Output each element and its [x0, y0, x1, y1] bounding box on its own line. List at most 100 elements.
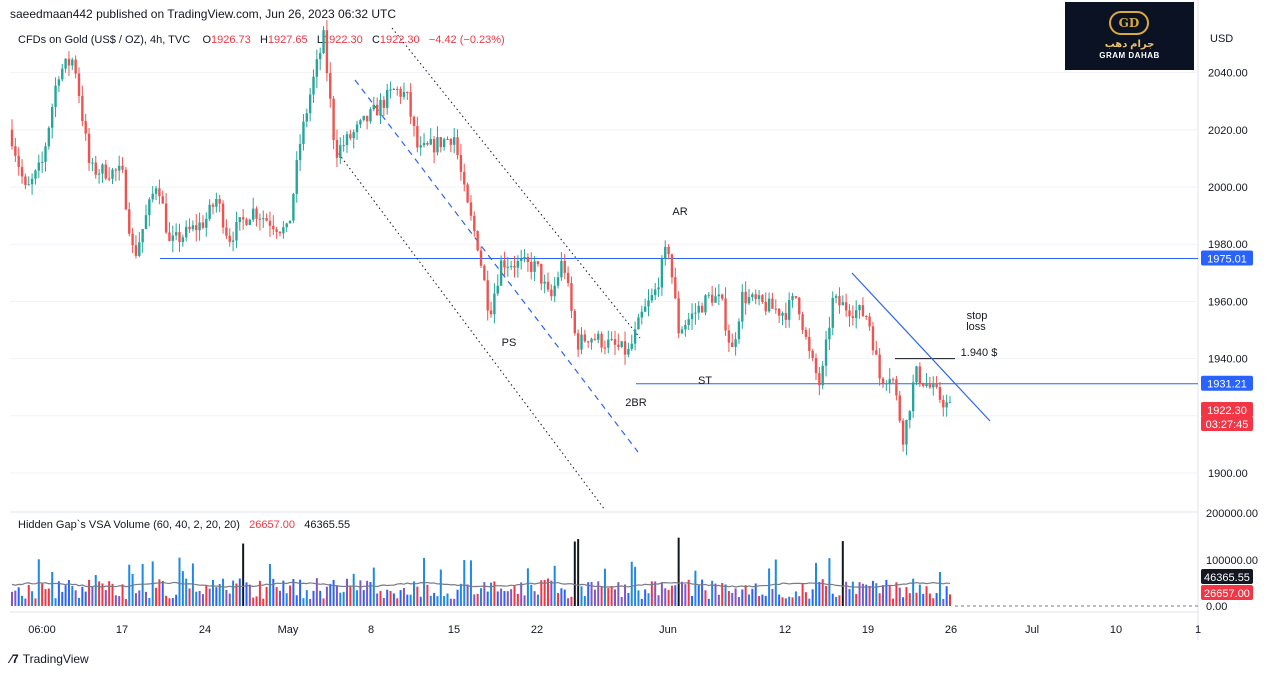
candle[interactable] [453, 127, 456, 154]
candle[interactable] [647, 289, 650, 317]
candle[interactable] [831, 291, 834, 336]
symbol-legend[interactable]: CFDs on Gold (US$ / OZ), 4h, TVC O1926.7… [18, 34, 505, 46]
candle[interactable] [700, 302, 704, 313]
candle[interactable] [901, 418, 905, 452]
candle[interactable] [188, 218, 191, 234]
candle[interactable] [556, 271, 560, 289]
candle[interactable] [392, 87, 396, 91]
candle[interactable] [660, 255, 664, 296]
candle[interactable] [64, 58, 67, 73]
candle[interactable] [181, 234, 185, 247]
candle[interactable] [808, 328, 811, 359]
candle[interactable] [429, 128, 432, 146]
candle[interactable] [81, 85, 84, 127]
candle[interactable] [908, 409, 911, 429]
annotation-st[interactable]: ST [698, 375, 712, 387]
candle[interactable] [386, 83, 389, 115]
candle[interactable] [292, 192, 295, 224]
candle[interactable] [841, 295, 844, 306]
candle[interactable] [77, 67, 81, 104]
candle[interactable] [781, 311, 784, 326]
candle[interactable] [61, 63, 64, 82]
candle[interactable] [365, 115, 369, 130]
candle[interactable] [499, 255, 503, 287]
candle[interactable] [359, 118, 362, 129]
candle[interactable] [198, 212, 201, 241]
candle[interactable] [258, 213, 262, 231]
candle[interactable] [694, 303, 697, 325]
descending-trendline[interactable] [851, 272, 991, 422]
candle[interactable] [643, 298, 647, 313]
candle[interactable] [241, 208, 245, 230]
candle[interactable] [27, 176, 30, 186]
candle[interactable] [71, 57, 74, 71]
candle[interactable] [459, 143, 463, 181]
candle[interactable] [235, 211, 238, 249]
candle[interactable] [821, 361, 824, 390]
candle[interactable] [14, 137, 17, 162]
candle[interactable] [322, 26, 325, 55]
candle[interactable] [788, 292, 791, 328]
candle[interactable] [905, 419, 908, 456]
candle[interactable] [40, 151, 44, 173]
candle[interactable] [761, 294, 764, 304]
candle[interactable] [238, 216, 241, 231]
candle[interactable] [697, 301, 700, 320]
candle[interactable] [811, 348, 814, 362]
candle[interactable] [107, 167, 111, 182]
candle[interactable] [141, 228, 144, 253]
candle[interactable] [312, 69, 315, 103]
candle[interactable] [295, 151, 298, 203]
candle[interactable] [674, 267, 677, 300]
candle[interactable] [607, 330, 610, 354]
candle[interactable] [345, 131, 349, 153]
candle[interactable] [798, 296, 801, 321]
candle[interactable] [352, 129, 355, 149]
candle[interactable] [245, 217, 248, 226]
candle[interactable] [945, 394, 948, 417]
candle[interactable] [496, 274, 499, 296]
candle[interactable] [935, 376, 938, 389]
candle[interactable] [714, 287, 717, 303]
candle[interactable] [51, 103, 54, 139]
channel-upper-line[interactable] [391, 27, 641, 339]
candle[interactable] [158, 179, 161, 205]
candle[interactable] [466, 182, 469, 204]
candle[interactable] [24, 173, 27, 190]
candle[interactable] [597, 330, 600, 344]
candle[interactable] [375, 97, 379, 116]
candle[interactable] [362, 115, 365, 122]
candle[interactable] [617, 333, 620, 351]
annotation-ar[interactable]: AR [672, 206, 687, 218]
candle[interactable] [804, 327, 808, 340]
candle[interactable] [20, 159, 24, 184]
annotation-stop-price[interactable]: 1.940 $ [961, 347, 998, 359]
candle[interactable] [801, 311, 804, 335]
candle[interactable] [523, 249, 526, 263]
candle[interactable] [486, 270, 489, 321]
candle[interactable] [225, 219, 228, 240]
candle[interactable] [195, 213, 198, 242]
candle[interactable] [439, 136, 442, 153]
candle[interactable] [402, 82, 406, 100]
candle[interactable] [288, 220, 292, 224]
candle[interactable] [285, 222, 288, 232]
candle[interactable] [593, 333, 597, 341]
candle[interactable] [855, 300, 858, 329]
candle[interactable] [868, 312, 871, 331]
candle[interactable] [121, 157, 124, 173]
candle[interactable] [560, 252, 563, 281]
candle[interactable] [600, 331, 603, 353]
candle[interactable] [473, 211, 476, 237]
candle[interactable] [10, 119, 14, 150]
candle[interactable] [30, 173, 34, 195]
candle[interactable] [777, 308, 781, 323]
candle[interactable] [134, 235, 138, 259]
candle[interactable] [707, 292, 710, 299]
candle[interactable] [932, 376, 935, 396]
candle[interactable] [231, 231, 235, 252]
candle[interactable] [704, 294, 707, 316]
candle[interactable] [426, 141, 429, 147]
candle[interactable] [848, 304, 851, 327]
candle[interactable] [489, 301, 493, 318]
